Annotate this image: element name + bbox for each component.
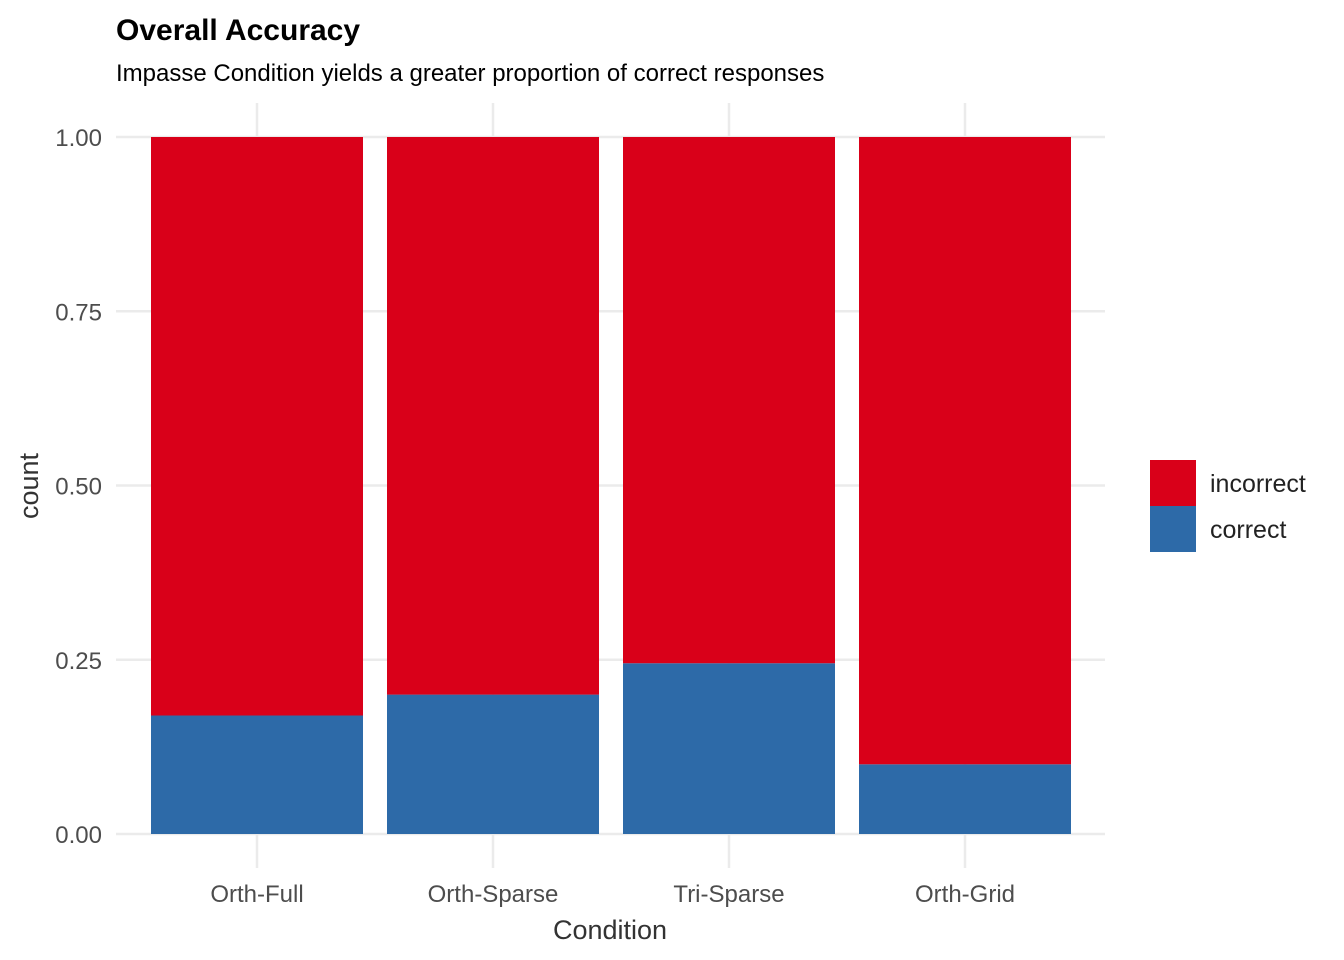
y-tick-label: 0.75	[55, 299, 102, 326]
y-tick-label: 0.00	[55, 822, 102, 849]
bar-correct-orth-sparse	[387, 694, 599, 834]
legend: incorrect correct	[1150, 460, 1306, 552]
chart-subtitle: Impasse Condition yields a greater propo…	[116, 60, 824, 87]
x-tick-label: Tri-Sparse	[673, 881, 784, 908]
bar-correct-orth-grid	[859, 764, 1071, 834]
x-tick-label: Orth-Grid	[915, 881, 1015, 908]
bar-incorrect-tri-sparse	[623, 137, 835, 664]
bar-incorrect-orth-sparse	[387, 137, 599, 695]
legend-key-correct	[1150, 506, 1196, 552]
x-tick-label: Orth-Full	[210, 881, 303, 908]
y-tick-label: 1.00	[55, 125, 102, 152]
legend-label-incorrect: incorrect	[1210, 470, 1306, 498]
y-tick-labels: 0.00 0.25 0.50 0.75 1.00	[55, 125, 102, 849]
legend-key-incorrect	[1150, 460, 1196, 506]
bar-correct-tri-sparse	[623, 663, 835, 834]
x-tick-labels: Orth-Full Orth-Sparse Tri-Sparse Orth-Grid	[210, 881, 1015, 908]
y-axis-title: count	[14, 452, 44, 519]
bar-correct-orth-full	[151, 715, 363, 834]
x-axis-title: Condition	[553, 915, 667, 945]
chart-title: Overall Accuracy	[116, 14, 360, 47]
x-tick-label: Orth-Sparse	[428, 881, 559, 908]
y-tick-label: 0.50	[55, 474, 102, 501]
bars-layer	[151, 137, 1071, 834]
bar-incorrect-orth-full	[151, 137, 363, 716]
y-tick-label: 0.25	[55, 648, 102, 675]
legend-label-correct: correct	[1210, 516, 1286, 544]
bar-incorrect-orth-grid	[859, 137, 1071, 765]
